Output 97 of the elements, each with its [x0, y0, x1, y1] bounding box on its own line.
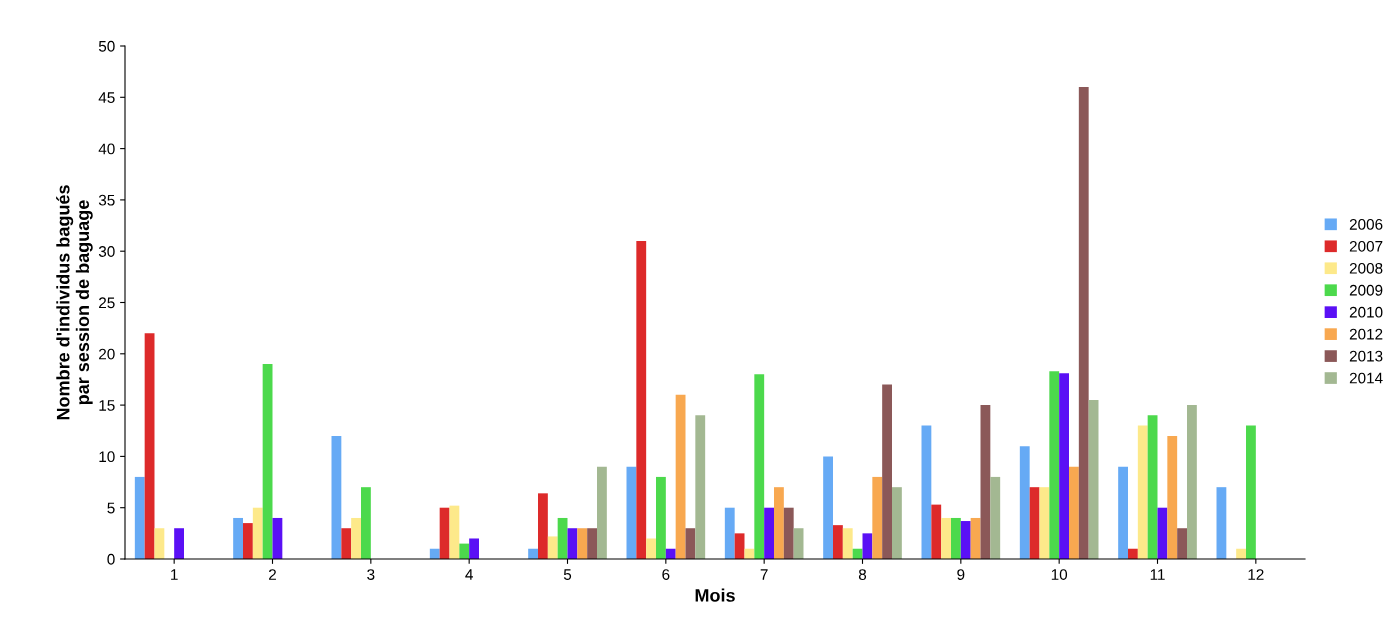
x-tick-label: 5: [563, 569, 572, 580]
bar: [892, 487, 902, 559]
bar: [154, 528, 165, 559]
bar: [1216, 487, 1227, 559]
legend-label: 2008: [1349, 262, 1383, 274]
legend-label: 2007: [1349, 240, 1383, 252]
bar: [1059, 373, 1069, 559]
bar: [597, 466, 607, 559]
bar: [636, 240, 647, 559]
legend-label: 2012: [1349, 328, 1383, 340]
bar: [941, 517, 951, 559]
x-tick-label: 6: [662, 569, 670, 580]
bar: [675, 394, 686, 559]
bar: [557, 517, 568, 559]
bar: [1177, 528, 1187, 559]
y-axis-title: Nombre d'individus bagués par session de baguage: [56, 185, 93, 420]
bar: [842, 528, 853, 559]
bar: [774, 487, 784, 559]
bar: [134, 476, 145, 559]
y-tick-label: 50: [98, 40, 115, 52]
bar: [547, 536, 558, 559]
bar: [931, 504, 942, 559]
bar: [1049, 371, 1060, 559]
x-tick-label: 9: [957, 569, 965, 580]
bar: [459, 543, 470, 559]
x-tick-label: 3: [367, 569, 375, 580]
x-tick-label: 1: [171, 569, 178, 580]
bar: [538, 493, 548, 559]
bar: [980, 405, 991, 559]
legend-label: 2013: [1349, 350, 1383, 362]
legend-label: 2006: [1349, 218, 1383, 230]
bar: [1187, 405, 1197, 559]
x-tick-label: 8: [858, 569, 867, 580]
bar: [243, 523, 253, 559]
x-tick-label: 12: [1248, 569, 1264, 580]
bar: [695, 415, 706, 559]
bar: [233, 517, 243, 559]
bar: [252, 507, 263, 559]
bar: [577, 528, 588, 559]
bar: [1039, 487, 1050, 559]
bar: [724, 507, 735, 559]
bar: [341, 528, 352, 559]
x-tick-label: 11: [1150, 569, 1165, 580]
x-tick-label: 4: [465, 569, 473, 580]
bar: [921, 425, 932, 559]
y-tick-label: 45: [98, 92, 115, 103]
bar: [331, 435, 342, 559]
y-tick-label: 35: [98, 194, 115, 206]
bar: [1137, 425, 1148, 559]
bar: [783, 507, 794, 559]
legend-label: 2014: [1349, 372, 1383, 384]
bar: [174, 528, 184, 559]
bar: [1118, 466, 1128, 559]
bar: [439, 507, 450, 559]
bar: [951, 517, 961, 559]
bar: [1078, 87, 1089, 559]
bar: [1246, 425, 1256, 559]
bar: [960, 521, 971, 559]
bar: [1088, 399, 1099, 559]
bar: [872, 476, 883, 559]
bar: [823, 456, 833, 559]
x-axis-title: Mois: [695, 588, 735, 602]
y-tick-label: 5: [107, 502, 115, 514]
y-tick-label: 15: [99, 400, 115, 411]
y-tick-label: 25: [99, 297, 115, 309]
bar: [469, 538, 479, 559]
x-tick-label: 7: [760, 569, 768, 580]
bar: [1029, 487, 1040, 559]
x-tick-label: 2: [269, 569, 276, 580]
bar: [626, 466, 637, 559]
y-tick-label: 30: [98, 246, 115, 257]
bar: [144, 333, 155, 559]
bar: [1019, 446, 1030, 559]
bar: [361, 487, 371, 559]
y-tick-label: 40: [98, 143, 115, 155]
bar: [1069, 466, 1079, 559]
bar: [262, 364, 273, 559]
bar: [862, 533, 873, 559]
bar: [1167, 435, 1178, 559]
bar: [793, 528, 804, 559]
bar: [587, 528, 597, 559]
legend-label: 2010: [1349, 306, 1383, 318]
bar: [882, 384, 892, 559]
bar: [833, 525, 843, 559]
bar: [656, 476, 666, 559]
bar: [754, 374, 765, 559]
bar: [1147, 415, 1158, 559]
bar: [990, 476, 1001, 559]
y-tick-label: 10: [99, 451, 115, 463]
bar: [646, 538, 656, 559]
bar: [351, 517, 361, 559]
bar: [764, 507, 774, 559]
bar: [970, 517, 981, 559]
y-tick-label: 0: [107, 553, 115, 565]
x-tick-label: 10: [1051, 569, 1068, 580]
y-tick-label: 20: [99, 348, 115, 360]
legend-label: 2009: [1349, 284, 1383, 296]
